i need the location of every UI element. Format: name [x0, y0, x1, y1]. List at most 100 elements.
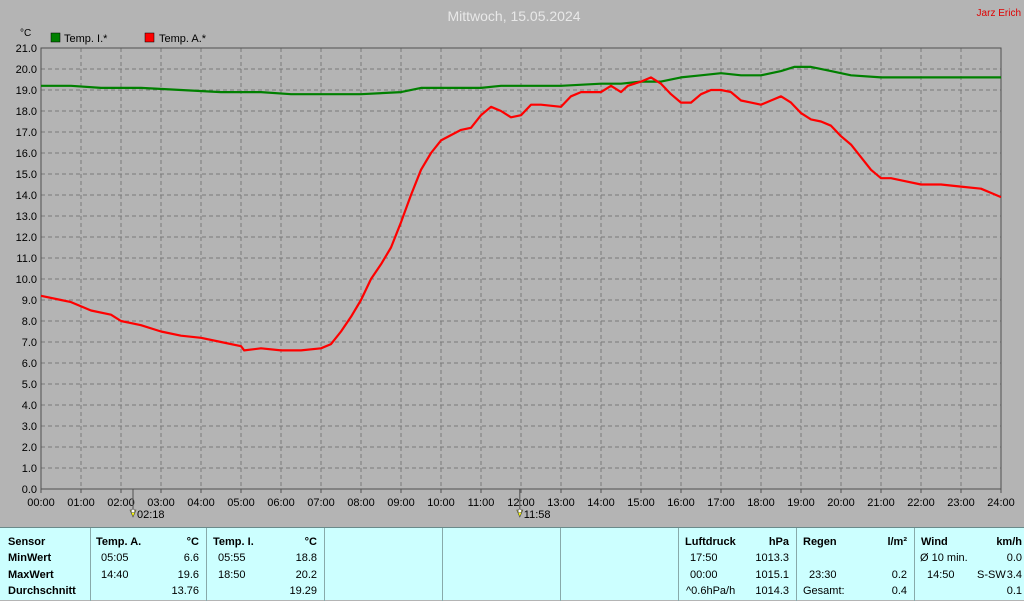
y-tick-label: 12.0 [16, 232, 37, 244]
row-label-average: Durchschnitt [8, 585, 76, 597]
sun-markers: 02:18 11:58 [129, 489, 551, 521]
y-tick-label: 6.0 [22, 358, 37, 370]
y-tick-label: 1.0 [22, 463, 37, 475]
legend-swatch-temp-outside [144, 32, 155, 43]
chart-grid [41, 48, 1001, 489]
y-tick-label: 16.0 [16, 148, 37, 160]
wind-gust-value: 3.4 [1006, 569, 1022, 581]
y-tick-label: 21.0 [16, 43, 37, 55]
rain-unit: l/m² [887, 536, 907, 548]
wind-avg-label: Ø 10 min. [920, 552, 968, 564]
stats-column-wind: Wind km/h Ø 10 min. 0.0 14:50 S-SW 3.4 0… [914, 528, 1024, 601]
y-tick-label: 11.0 [16, 253, 37, 265]
x-tick-label: 15:00 [627, 497, 655, 509]
marker-label: 11:58 [524, 509, 551, 521]
x-tick-label: 23:00 [947, 497, 975, 509]
y-tick-label: 18.0 [16, 106, 37, 118]
y-axis-unit: °C [20, 28, 31, 39]
y-tick-label: 4.0 [22, 400, 37, 412]
stats-column-empty-3 [560, 528, 678, 601]
pressure-max-time: 00:00 [690, 569, 718, 581]
pressure-trend: ^0.6hPa/h [686, 585, 736, 597]
x-tick-label: 07:00 [307, 497, 335, 509]
x-tick-label: 12:00 [507, 497, 535, 509]
pressure-unit: hPa [768, 536, 789, 548]
x-axis-ticks: 00:00 01:00 02:00 03:00 04:00 05:00 06:00 07:00… [27, 489, 1015, 509]
stats-column-rain: Regen l/m² 23:30 0.2 Gesamt: 0.4 [796, 528, 914, 601]
legend-swatch-temp-inside [50, 32, 61, 43]
y-tick-label: 13.0 [16, 211, 37, 223]
x-tick-label: 04:00 [187, 497, 215, 509]
stats-column-pressure: Luftdruck hPa 17:50 1013.3 00:00 1015.1 … [678, 528, 796, 601]
y-tick-label: 2.0 [22, 442, 37, 454]
stats-column-sensor: Sensor MinWert MaxWert Durchschnitt [0, 528, 90, 601]
row-label-min: MinWert [8, 552, 52, 564]
series-line-temp-inside [41, 65, 1001, 96]
y-axis-ticks: 0.0 1.0 2.0 3.0 4.0 5.0 6.0 7.0 8.0 9.0 10.0 11.0 12… [16, 43, 37, 496]
pressure-header: Luftdruck [685, 536, 736, 548]
x-tick-label: 10:00 [427, 497, 455, 509]
x-tick-label: 18:00 [747, 497, 775, 509]
temp-inside-min-value: 18.8 [295, 552, 317, 564]
y-tick-label: 20.0 [16, 64, 37, 76]
series-line-temp-outside [40, 76, 1002, 352]
temp-inside-max-time: 18:50 [218, 569, 246, 581]
x-tick-label: 24:00 [987, 497, 1015, 509]
temp-inside-min-time: 05:55 [218, 552, 246, 564]
y-tick-label: 8.0 [22, 316, 37, 328]
temp-outside-max-value: 19.6 [177, 569, 199, 581]
row-label-max: MaxWert [8, 569, 54, 581]
legend-label-temp-inside: Temp. I.* [64, 33, 108, 45]
sunrise-icon [129, 508, 137, 518]
pressure-min-value: 1013.3 [755, 552, 789, 564]
wind-header: Wind [921, 536, 948, 548]
wind-third-value: 0.1 [1006, 585, 1022, 597]
temp-outside-unit: °C [186, 536, 199, 548]
y-tick-label: 7.0 [22, 337, 37, 349]
x-tick-label: 21:00 [867, 497, 895, 509]
rain-total-label: Gesamt: [803, 585, 845, 597]
y-tick-label: 0.0 [22, 484, 37, 496]
marker-label: 02:18 [137, 509, 165, 521]
x-tick-label: 09:00 [387, 497, 415, 509]
x-tick-label: 05:00 [227, 497, 255, 509]
y-tick-label: 9.0 [22, 295, 37, 307]
pressure-max-value: 1015.1 [755, 569, 789, 581]
wind-avg-value: 0.0 [1006, 552, 1022, 564]
wind-gust-time: 14:50 [927, 569, 955, 581]
rain-value: 0.2 [891, 569, 907, 581]
x-tick-label: 19:00 [787, 497, 815, 509]
temp-inside-header: Temp. I. [213, 536, 254, 548]
chart-title: Mittwoch, 15.05.2024 [447, 8, 580, 24]
temp-inside-avg-value: 19.29 [289, 585, 317, 597]
rain-total-value: 0.4 [891, 585, 907, 597]
x-tick-label: 03:00 [147, 497, 175, 509]
wind-gust-direction: S-SW [977, 569, 1006, 581]
temperature-chart: Mittwoch, 15.05.2024 Jarz Erich °C Temp.… [15, 8, 1021, 521]
x-tick-label: 02:00 [107, 497, 135, 509]
temp-outside-max-time: 14:40 [101, 569, 129, 581]
y-tick-label: 10.0 [16, 274, 37, 286]
statistics-panel: Sensor MinWert MaxWert Durchschnitt Temp… [0, 527, 1024, 601]
y-tick-label: 5.0 [22, 379, 37, 391]
x-tick-label: 00:00 [27, 497, 55, 509]
y-tick-label: 15.0 [16, 169, 37, 181]
x-tick-label: 16:00 [667, 497, 695, 509]
rain-header: Regen [803, 536, 837, 548]
temp-outside-avg-value: 13.76 [171, 585, 199, 597]
legend-label-temp-outside: Temp. A.* [159, 33, 207, 45]
stats-column-empty-2 [442, 528, 560, 601]
temp-outside-min-value: 6.6 [183, 552, 199, 564]
x-tick-label: 06:00 [267, 497, 295, 509]
x-tick-label: 08:00 [347, 497, 375, 509]
stats-column-temp-outside: Temp. A. °C 05:05 6.6 14:40 19.6 13.76 [90, 528, 206, 601]
x-tick-label: 11:00 [468, 497, 495, 509]
stats-column-temp-inside: Temp. I. °C 05:55 18.8 18:50 20.2 19.29 [206, 528, 324, 601]
x-tick-label: 20:00 [827, 497, 855, 509]
temp-outside-min-time: 05:05 [101, 552, 129, 564]
temp-inside-max-value: 20.2 [295, 569, 317, 581]
x-tick-label: 22:00 [907, 497, 935, 509]
wind-unit: km/h [996, 536, 1022, 548]
y-tick-label: 3.0 [22, 421, 37, 433]
